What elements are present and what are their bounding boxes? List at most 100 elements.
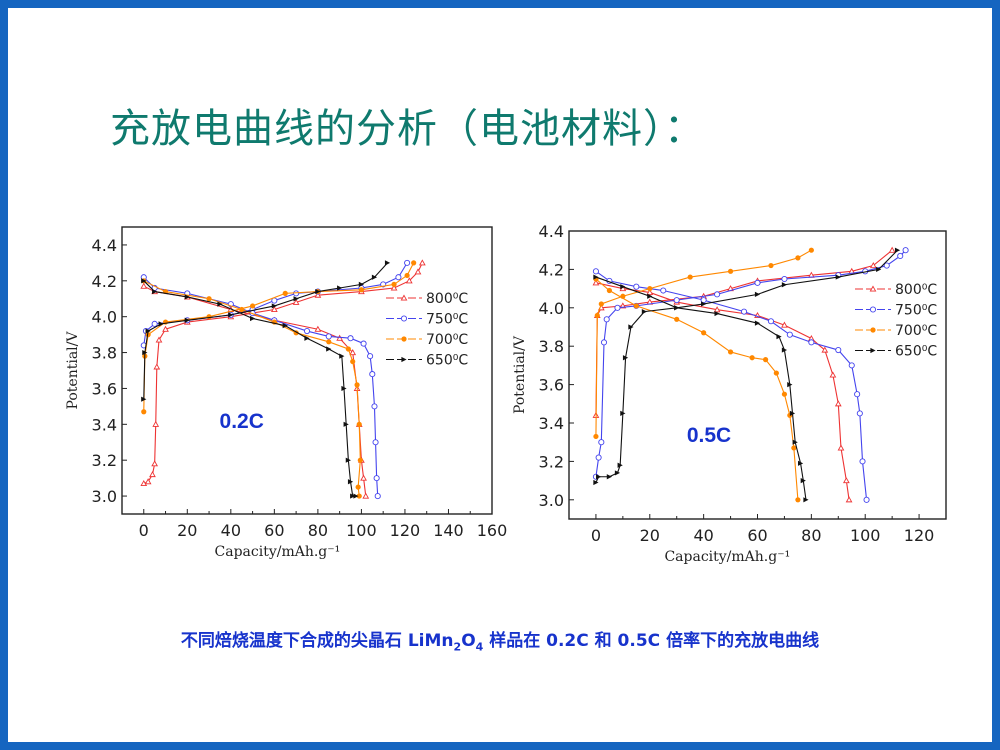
data-point: [754, 320, 761, 326]
data-point: [598, 301, 604, 307]
data-point: [781, 275, 788, 283]
data-point: [353, 493, 359, 499]
data-point: [592, 268, 599, 275]
data-point: [808, 339, 815, 346]
data-point: [795, 497, 801, 503]
data-point: [141, 409, 147, 415]
data-point: [373, 475, 380, 482]
data-point: [282, 290, 288, 296]
data-point: [369, 371, 376, 378]
data-point: [647, 286, 653, 292]
x-tick-label: 20: [640, 526, 660, 545]
data-point: [687, 274, 693, 280]
x-tick-label: 100: [346, 521, 377, 540]
data-point: [834, 400, 842, 407]
y-tick-label: 3.6: [92, 379, 117, 398]
data-point: [411, 260, 417, 266]
x-tick-label: 80: [801, 526, 821, 545]
data-point: [791, 445, 797, 451]
data-point: [345, 346, 351, 352]
data-point: [808, 247, 814, 253]
x-tick-label: 80: [308, 521, 328, 540]
figure-caption: 不同焙烧温度下合成的尖晶石 LiMn2O4 样品在 0.2C 和 0.5C 倍率…: [0, 626, 1000, 653]
data-point: [781, 347, 788, 353]
x-tick-label: 140: [433, 521, 464, 540]
data-point: [897, 252, 904, 260]
data-point: [395, 274, 402, 281]
data-point: [228, 312, 234, 318]
data-point: [863, 496, 870, 503]
series-line-650-discharge: [595, 276, 807, 500]
data-point: [767, 318, 775, 325]
x-axis-label: Capacity/mAh.g⁻¹: [664, 549, 790, 565]
data-point: [592, 279, 600, 286]
data-point: [141, 278, 147, 284]
data-point: [593, 274, 599, 280]
legend-label: 750⁰C: [895, 303, 937, 319]
data-point: [158, 321, 164, 327]
data-point: [701, 301, 707, 307]
data-point: [835, 274, 841, 280]
data-point: [360, 474, 367, 481]
data-point: [754, 291, 761, 297]
data-point: [727, 268, 734, 274]
data-point: [595, 454, 602, 461]
data-point: [350, 358, 356, 365]
data-point: [184, 317, 190, 323]
series-line-700-charge: [595, 249, 812, 437]
data-point: [357, 457, 363, 463]
data-point: [797, 460, 804, 466]
data-point: [371, 274, 378, 280]
data-point: [883, 262, 890, 269]
data-point: [701, 330, 707, 336]
data-point: [845, 496, 853, 503]
data-point: [151, 460, 159, 467]
data-point: [326, 339, 332, 345]
rate-annotation: 0.2C: [220, 410, 264, 433]
data-point: [354, 382, 360, 388]
data-point: [358, 281, 365, 287]
legend-marker: [401, 356, 407, 363]
data-point: [837, 444, 845, 451]
legend-marker: [870, 327, 876, 333]
data-point: [337, 285, 343, 291]
legend-marker: [400, 294, 408, 301]
y-tick-label: 3.8: [92, 344, 117, 363]
series-line-750-charge: [595, 249, 907, 477]
y-tick-label: 3.0: [92, 487, 117, 506]
data-point: [282, 323, 288, 329]
data-point: [749, 355, 755, 361]
data-point: [789, 410, 796, 416]
y-tick-label: 3.4: [92, 415, 117, 434]
x-tick-label: 40: [693, 526, 713, 545]
y-axis-label: Potential/V: [65, 331, 81, 410]
data-point: [888, 246, 896, 253]
data-point: [325, 333, 332, 340]
data-point: [356, 421, 362, 427]
data-point: [673, 297, 680, 304]
data-point: [153, 363, 161, 370]
data-point: [646, 288, 654, 295]
data-point: [714, 291, 721, 298]
data-point: [713, 306, 721, 313]
legend-label: 800⁰C: [426, 291, 468, 307]
data-point: [270, 305, 278, 313]
data-point: [271, 303, 277, 309]
data-point: [593, 479, 599, 486]
data-point: [414, 268, 422, 275]
data-point: [355, 484, 361, 490]
x-tick-label: 0: [591, 526, 601, 545]
data-point: [660, 287, 667, 294]
data-point: [239, 306, 245, 313]
data-point: [145, 328, 151, 334]
data-point: [314, 291, 322, 298]
data-point: [869, 262, 877, 269]
data-point: [249, 303, 256, 309]
y-tick-label: 3.2: [539, 452, 564, 471]
data-point: [598, 439, 605, 446]
data-point: [326, 346, 332, 352]
data-point: [367, 353, 374, 360]
data-point: [787, 382, 793, 388]
series-line-700-discharge: [595, 278, 799, 500]
